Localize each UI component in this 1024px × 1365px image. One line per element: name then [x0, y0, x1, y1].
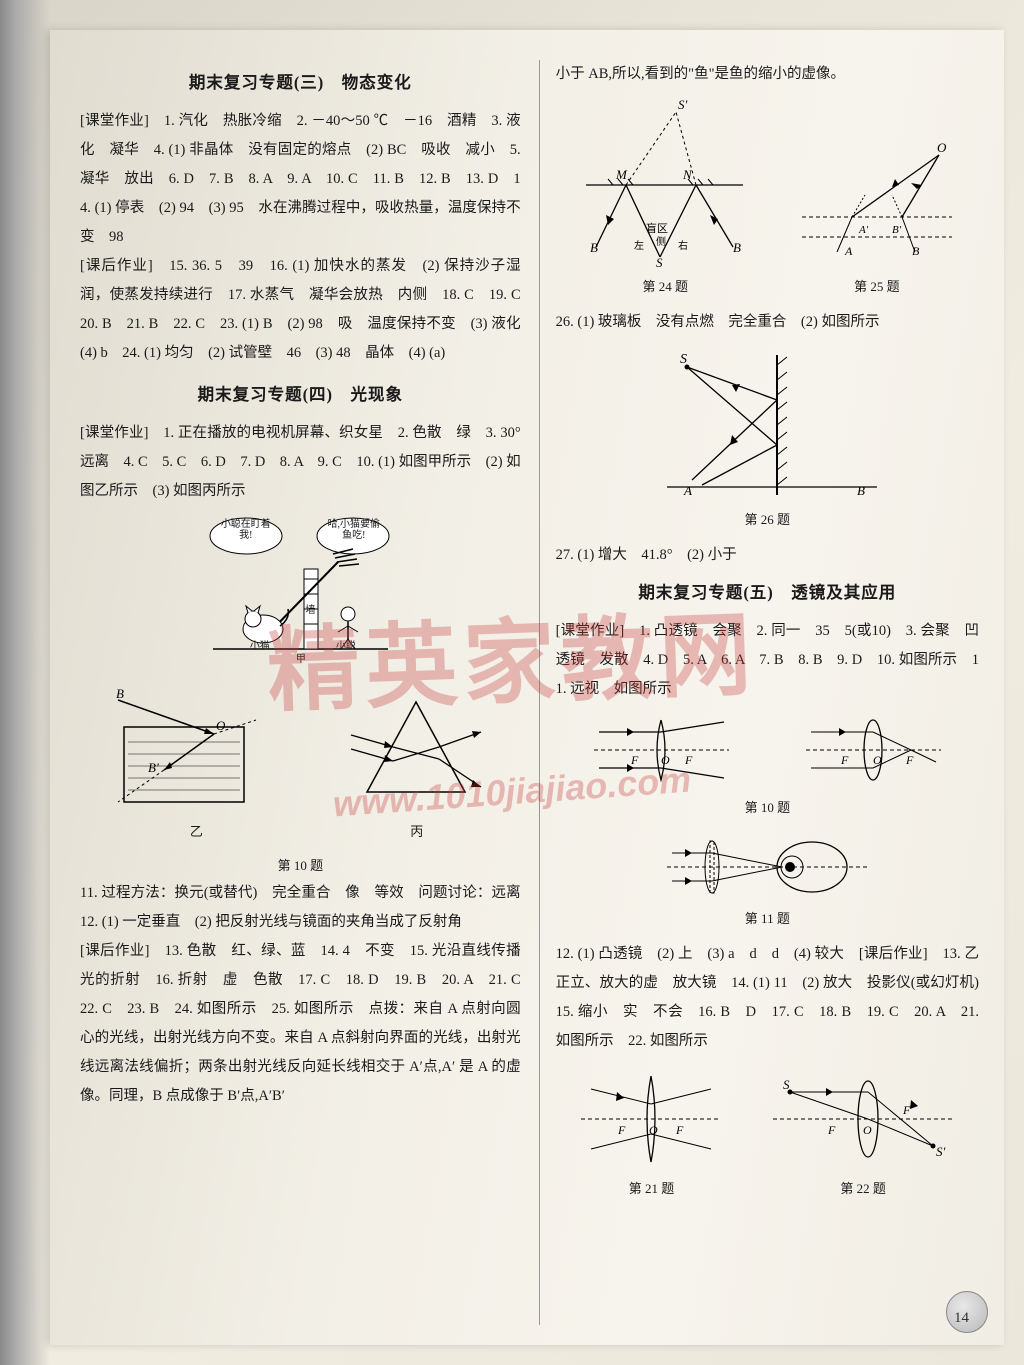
figure-10r-left: F O F — [589, 712, 734, 787]
bubble-right-text: 哈,小猫要偷鱼吃! — [326, 519, 382, 541]
svg-text:右: 右 — [678, 239, 688, 252]
two-column-layout: 期末复习专题(三) 物态变化 [课堂作业] 1. 汽化 热胀冷缩 2. －40～… — [80, 60, 979, 1325]
svg-text:左: 左 — [634, 239, 644, 252]
section4-answers-3: [课后作业] 13. 色散 红、绿、蓝 14. 4 不变 15. 光沿直线传播 … — [80, 937, 521, 1111]
figure-24: S′ M N S — [578, 97, 753, 300]
line27: 27. (1) 增大 41.8° (2) 小于 — [556, 541, 979, 570]
figure-10-jia: 小聪在盯着我! 哈,小猫要偷鱼吃! 小猫 小聪 墙 甲 — [208, 514, 393, 664]
svg-text:F: F — [630, 753, 639, 767]
label-bing: 丙 — [349, 819, 484, 845]
svg-text:F: F — [905, 753, 914, 767]
figure-10-row2: B O B′ 乙 — [80, 672, 521, 845]
section5-body2: 12. (1) 凸透镜 (2) 上 (3) a d d (4) 较大 [课后作业… — [556, 940, 979, 1056]
section3-title: 期末复习专题(三) 物态变化 — [80, 66, 521, 99]
svg-text:B: B — [733, 240, 741, 255]
svg-text:F: F — [617, 1123, 626, 1137]
svg-text:S′: S′ — [678, 97, 688, 112]
figure-25: O A B A′ B′ — [797, 117, 957, 300]
fig26-caption: 第 26 题 — [642, 507, 892, 533]
svg-text:F: F — [675, 1123, 684, 1137]
svg-text:O: O — [863, 1123, 872, 1137]
figure-10r-right: F O F — [801, 712, 946, 787]
fig24-caption: 第 24 题 — [578, 274, 753, 300]
fig11-caption: 第 11 题 — [662, 906, 872, 932]
svg-text:S: S — [656, 255, 663, 270]
fig11-row: 第 11 题 — [556, 829, 979, 932]
figure-21: F O F 第 21 题 — [576, 1064, 726, 1202]
figure-26: S A B 第 26 题 — [642, 345, 892, 533]
fig10r-caption: 第 10 题 — [556, 795, 979, 821]
section4-answers-1: [课堂作业] 1. 正在播放的电视机屏幕、织女星 2. 色散 绿 3. 30° … — [80, 419, 521, 506]
label-cong: 小聪 — [336, 641, 356, 652]
section3-answers-1: [课堂作业] 1. 汽化 热胀冷缩 2. －40～50 ℃ －16 酒精 3. … — [80, 107, 521, 252]
label-cat: 小猫 — [250, 641, 270, 652]
svg-text:M: M — [615, 167, 628, 182]
label-yi: 乙 — [116, 819, 276, 845]
figure-11: 第 11 题 — [662, 829, 872, 932]
section5-title: 期末复习专题(五) 透镜及其应用 — [556, 576, 979, 609]
section4-title: 期末复习专题(四) 光现象 — [80, 378, 521, 411]
figure-10-bing: 丙 — [349, 687, 484, 845]
svg-text:B′: B′ — [148, 760, 159, 775]
fig10-caption: 第 10 题 — [80, 853, 521, 879]
svg-text:F: F — [827, 1123, 836, 1137]
label-jia: 甲 — [296, 654, 306, 665]
svg-text:F: F — [902, 1103, 911, 1117]
svg-text:B: B — [912, 244, 920, 258]
svg-text:O: O — [873, 753, 882, 767]
right-column: 小于 AB,所以,看到的"鱼"是鱼的缩小的虚像。 S′ M N — [539, 60, 979, 1325]
fig21-22-row: F O F 第 21 题 S — [556, 1064, 979, 1202]
svg-text:F: F — [684, 753, 693, 767]
fig24-25-row: S′ M N S — [556, 97, 979, 300]
svg-text:N: N — [682, 167, 693, 182]
svg-text:B: B — [116, 686, 124, 701]
section5-body: [课堂作业] 1. 凸透镜 会聚 2. 同一 35 5(或10) 3. 会聚 凹… — [556, 617, 979, 704]
svg-text:A′: A′ — [858, 224, 869, 236]
fig21-caption: 第 21 题 — [576, 1176, 726, 1202]
fig25-caption: 第 25 题 — [797, 274, 957, 300]
svg-text:S′: S′ — [936, 1144, 946, 1159]
page: 期末复习专题(三) 物态变化 [课堂作业] 1. 汽化 热胀冷缩 2. －40～… — [50, 30, 1004, 1345]
svg-text:B: B — [590, 240, 598, 255]
svg-text:B′: B′ — [892, 224, 902, 236]
fig22-caption: 第 22 题 — [768, 1176, 958, 1202]
svg-text:B: B — [857, 483, 865, 498]
right-top-line: 小于 AB,所以,看到的"鱼"是鱼的缩小的虚像。 — [556, 60, 979, 89]
svg-text:侧: 侧 — [656, 235, 666, 248]
line26: 26. (1) 玻璃板 没有点燃 完全重合 (2) 如图所示 — [556, 308, 979, 337]
svg-text:盲区: 盲区 — [646, 221, 668, 235]
bubble-left-text: 小聪在盯着我! — [218, 519, 274, 541]
section4-answers-2: 11. 过程方法：换元(或替代) 完全重合 像 等效 问题讨论：远离 12. (… — [80, 879, 521, 937]
binding-shadow — [0, 0, 50, 1365]
svg-text:F: F — [840, 753, 849, 767]
section3-answers-2: [课后作业] 15. 36. 5 39 16. (1) 加快水的蒸发 (2) 保… — [80, 252, 521, 368]
figure-10-yi: B O B′ 乙 — [116, 672, 276, 845]
left-column: 期末复习专题(三) 物态变化 [课堂作业] 1. 汽化 热胀冷缩 2. －40～… — [80, 60, 521, 1325]
svg-text:A: A — [844, 244, 853, 258]
svg-text:O: O — [661, 753, 670, 767]
fig10r-row: F O F F — [556, 712, 979, 787]
svg-text:A: A — [683, 483, 692, 498]
svg-text:O: O — [937, 140, 947, 155]
fig26-row: S A B 第 26 题 — [556, 345, 979, 533]
figure-10-row: 小聪在盯着我! 哈,小猫要偷鱼吃! 小猫 小聪 墙 甲 — [80, 514, 521, 664]
figure-22: S S′ F O F 第 22 题 — [768, 1064, 958, 1202]
label-wall: 墙 — [303, 604, 314, 614]
svg-text:O: O — [216, 718, 226, 733]
svg-text:O: O — [649, 1123, 658, 1137]
page-number: 14 — [954, 1310, 969, 1327]
